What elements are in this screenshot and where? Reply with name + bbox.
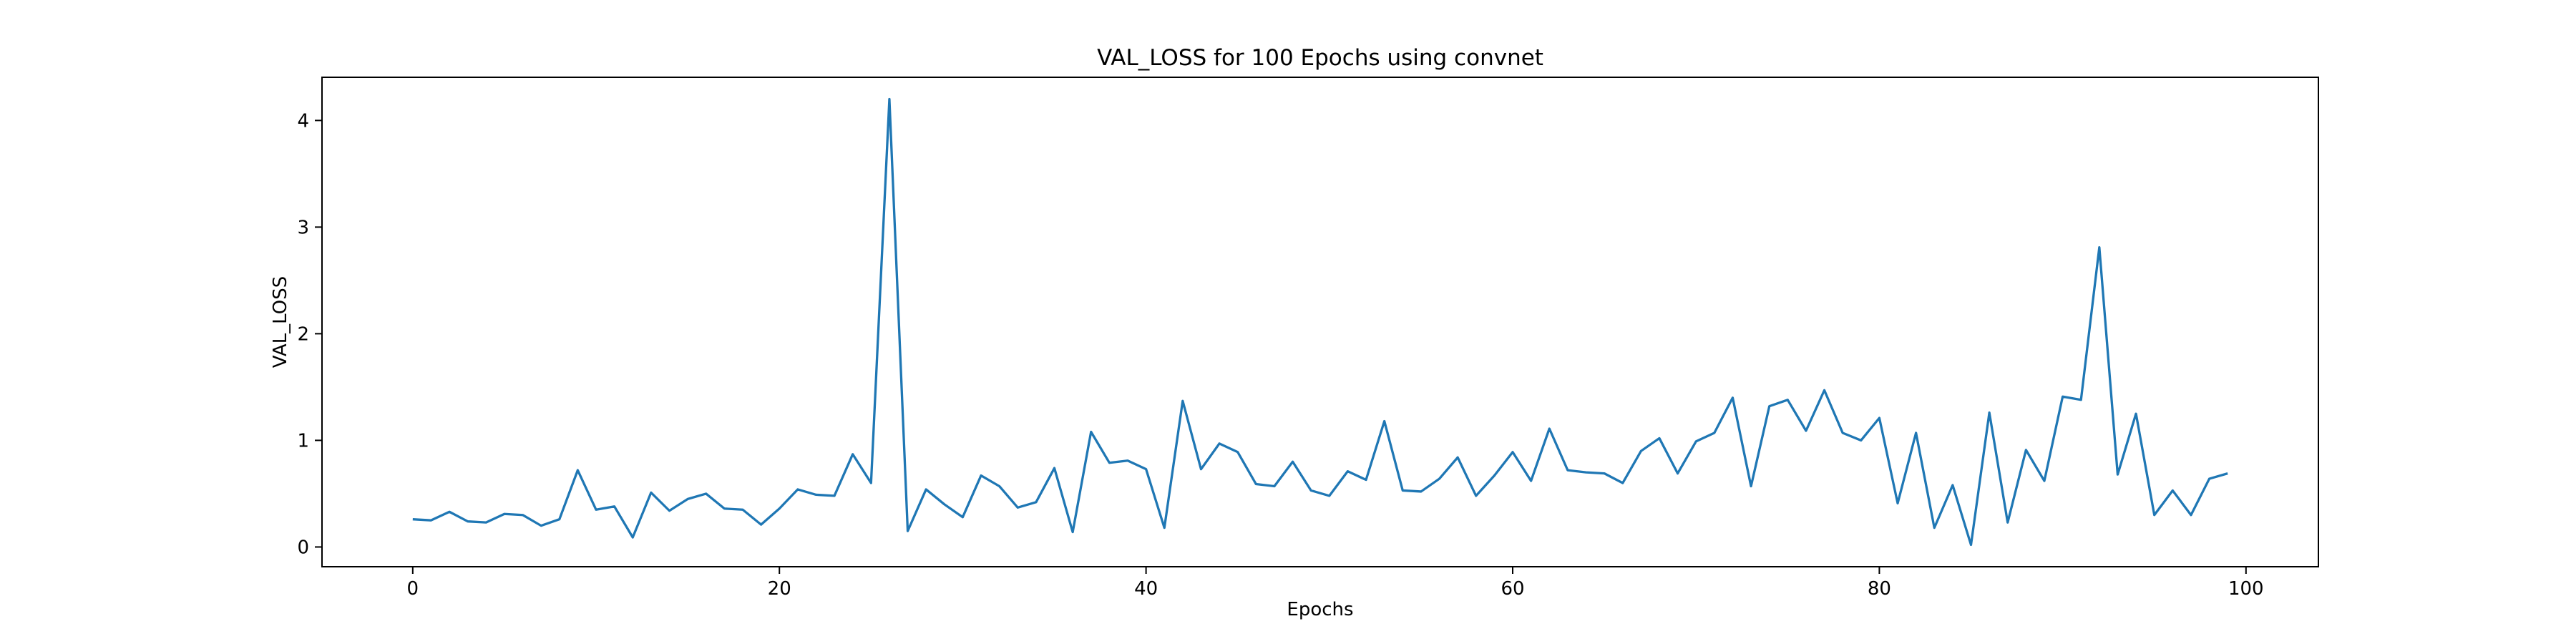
plot-area	[412, 97, 2228, 547]
y-axis: 0 1 2 3 4	[297, 110, 322, 558]
x-axis: 0 20 40 60 80 100	[407, 567, 2264, 600]
y-tick-label: 0	[297, 537, 309, 558]
x-tick-label: 100	[2228, 578, 2264, 600]
y-tick-label: 1	[297, 430, 309, 452]
y-tick-label: 2	[297, 323, 309, 345]
x-tick-label: 20	[768, 578, 791, 600]
y-tick-label: 4	[297, 110, 309, 132]
plot-frame	[321, 77, 2319, 567]
x-tick-label: 0	[407, 578, 419, 600]
series-line-0	[412, 97, 2228, 547]
x-tick-label: 80	[1868, 578, 1891, 600]
chart-title: VAL_LOSS for 100 Epochs using convnet	[1097, 45, 1543, 71]
x-tick-label: 60	[1501, 578, 1524, 600]
x-axis-title: Epochs	[1287, 599, 1353, 620]
y-tick-label: 3	[297, 217, 309, 238]
x-tick-label: 40	[1134, 578, 1158, 600]
y-axis-title: VAL_LOSS	[270, 276, 291, 368]
